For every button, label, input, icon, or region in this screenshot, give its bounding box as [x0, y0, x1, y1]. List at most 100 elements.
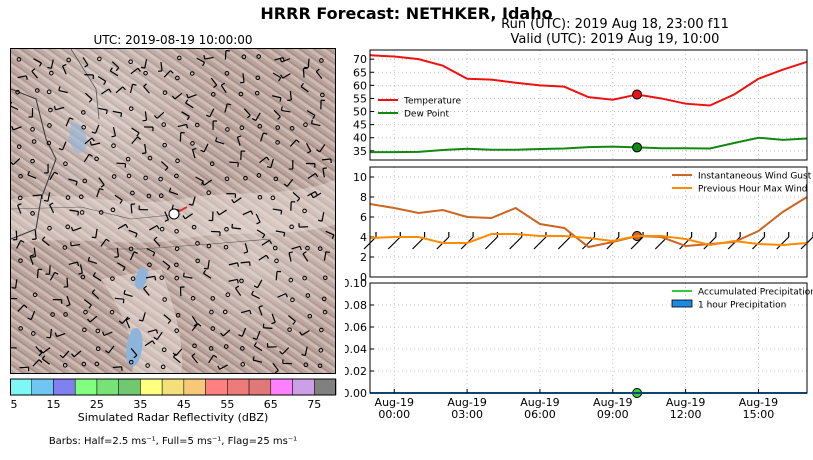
- wind-barb: [89, 141, 101, 146]
- calm-wind-marker: [65, 224, 71, 230]
- wind-barb: [253, 342, 263, 352]
- calm-wind-marker: [192, 343, 197, 349]
- calm-wind-marker: [275, 125, 280, 130]
- time-series-wind-barb: [654, 232, 668, 250]
- wind-barb: [310, 119, 321, 127]
- x-tick-label-time: 03:00: [451, 408, 483, 421]
- wind-barb: [17, 304, 28, 312]
- wind-barb: [114, 297, 125, 304]
- wind-barb: [49, 271, 59, 281]
- calm-wind-marker: [126, 173, 132, 179]
- calm-wind-marker: [225, 127, 230, 132]
- wind-barb: [143, 126, 154, 132]
- calm-wind-marker: [81, 361, 87, 367]
- wind-barb: [92, 272, 102, 282]
- wind-barb: [118, 316, 129, 325]
- wind-barb: [203, 55, 214, 60]
- calm-wind-marker: [47, 225, 52, 231]
- calm-wind-marker: [240, 346, 245, 351]
- wind-barb: [83, 153, 93, 163]
- chart-panel-1: 3540455055606570Degrees (F)TemperatureDe…: [353, 49, 808, 161]
- wind-barb: [274, 57, 285, 62]
- calm-wind-marker: [30, 127, 35, 132]
- calm-wind-marker: [78, 194, 84, 200]
- wind-barb: [228, 278, 239, 284]
- calm-wind-marker: [130, 276, 136, 281]
- calm-wind-marker: [321, 296, 327, 302]
- wind-barb: [320, 99, 326, 110]
- calm-wind-marker: [243, 175, 248, 181]
- wind-barb: [130, 347, 138, 359]
- wind-barb: [196, 57, 206, 67]
- calm-wind-marker: [223, 244, 229, 250]
- wind-barb: [160, 160, 169, 171]
- wind-barb: [210, 77, 218, 89]
- calm-wind-marker: [110, 207, 116, 213]
- wind-barb: [138, 205, 149, 211]
- calm-wind-marker: [175, 158, 180, 164]
- calm-wind-marker: [18, 326, 23, 331]
- wind-barb: [251, 112, 261, 122]
- calm-wind-marker: [62, 245, 68, 250]
- wind-barb: [27, 310, 36, 321]
- colorbar-tick-label: 75: [307, 398, 321, 410]
- wind-barb: [129, 251, 138, 261]
- reflectivity-colorbar: 5 15 25 35 45 55 65 75: [10, 378, 337, 410]
- wind-barb: [271, 95, 282, 102]
- colorbar-tick-label: 15: [46, 398, 60, 410]
- wind-barb: [117, 262, 126, 272]
- wind-barb: [143, 285, 150, 296]
- calm-wind-marker: [82, 178, 88, 184]
- wind-barb: [307, 172, 319, 179]
- calm-wind-marker: [317, 246, 323, 251]
- wind-barb: [280, 73, 291, 79]
- calm-wind-marker: [147, 155, 153, 161]
- wind-barb: [11, 101, 19, 111]
- y-tick-label: 70: [353, 53, 367, 66]
- calm-wind-marker: [143, 70, 148, 76]
- x-tick-label-time: 00:00: [378, 408, 410, 421]
- wind-barb: [240, 261, 251, 266]
- wind-barb: [164, 211, 170, 222]
- y-tick-label: 0.08: [345, 299, 367, 312]
- wind-barb: [163, 70, 174, 78]
- calm-wind-marker: [82, 327, 87, 333]
- wind-barb: [17, 75, 28, 80]
- calm-wind-marker: [302, 275, 307, 281]
- valid-time-label: Valid (UTC): 2019 Aug 19, 10:00: [510, 32, 720, 47]
- calm-wind-marker: [241, 54, 247, 60]
- calm-wind-marker: [18, 173, 23, 179]
- legend-entry: Dew Point: [404, 110, 450, 120]
- wind-barb: [117, 223, 129, 230]
- wind-barb: [231, 197, 242, 204]
- wind-barb: [272, 72, 282, 82]
- wind-barb: [240, 150, 246, 160]
- x-tick-label-date: Aug-19: [739, 396, 778, 409]
- calm-wind-marker: [94, 156, 99, 162]
- run-time-label: Run (UTC): 2019 Aug 18, 23:00 f11: [501, 17, 729, 32]
- calm-wind-marker: [305, 245, 310, 251]
- calm-wind-marker: [239, 125, 245, 130]
- wind-barb: [58, 141, 67, 151]
- calm-wind-marker: [15, 89, 20, 95]
- wind-barb: [163, 314, 172, 324]
- calm-wind-marker: [209, 309, 214, 315]
- wind-barb: [84, 137, 95, 145]
- calm-wind-marker: [256, 54, 262, 59]
- y-tick-label: 0.04: [345, 343, 367, 356]
- wind-barb: [240, 309, 252, 315]
- wind-barb: [290, 201, 296, 211]
- calm-wind-marker: [161, 122, 167, 127]
- calm-wind-marker: [289, 224, 294, 230]
- calm-wind-marker: [176, 55, 182, 61]
- wind-barb: [69, 209, 80, 216]
- series-line: [369, 233, 808, 247]
- wind-barb: [310, 192, 322, 199]
- calm-wind-marker: [174, 328, 179, 333]
- legend-swatch: [671, 299, 693, 308]
- wind-barb: [258, 254, 270, 261]
- calm-wind-marker: [48, 107, 53, 113]
- calm-wind-marker: [174, 173, 179, 179]
- colorbar-swatch: [31, 378, 54, 396]
- calm-wind-marker: [194, 122, 200, 128]
